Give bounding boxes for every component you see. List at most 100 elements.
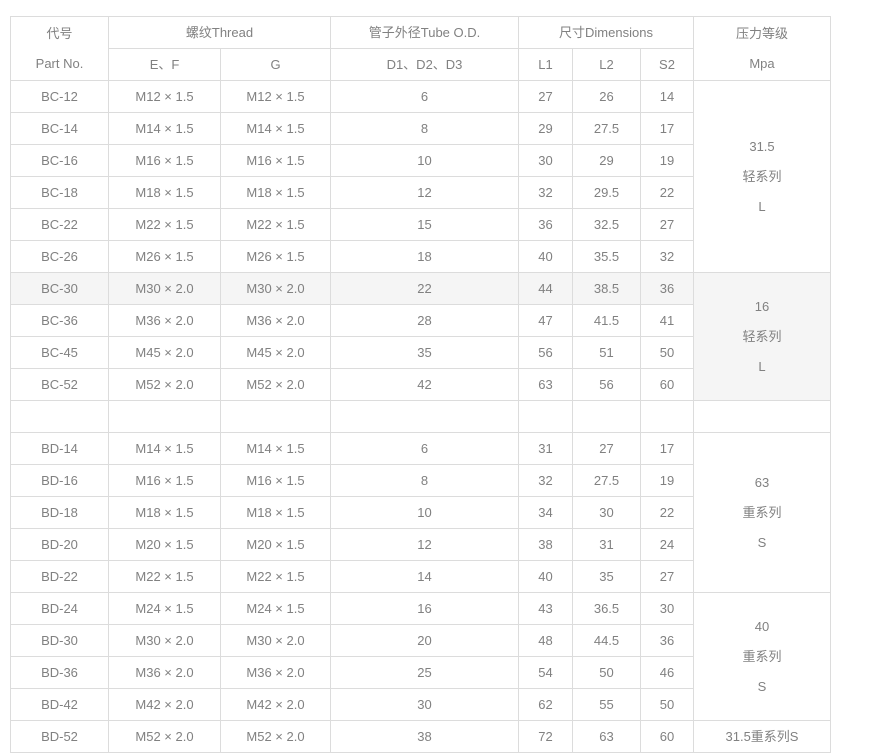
cell-part: BD-24: [10, 592, 109, 625]
header-pressure-unit: Mpa: [749, 55, 775, 71]
cell-l1: 40: [518, 240, 573, 273]
cell-g: M22 × 1.5: [220, 560, 331, 593]
cell-s2: 27: [640, 208, 694, 241]
cell-s2: 19: [640, 144, 694, 177]
cell-l1: 30: [518, 144, 573, 177]
cell-s2: 32: [640, 240, 694, 273]
cell-d: [330, 400, 519, 433]
cell-l2: 27.5: [572, 464, 641, 497]
cell-l1: 40: [518, 560, 573, 593]
pressure-rating-cell: 31.5 轻系列 L: [693, 80, 831, 273]
cell-s2: 46: [640, 656, 694, 689]
cell-d: 15: [330, 208, 519, 241]
cell-ef: M16 × 1.5: [108, 464, 221, 497]
cell-l1: [518, 400, 573, 433]
table-row: BD-14 M14 × 1.5 M14 × 1.5 6 31 27 17 63 重系列 S: [10, 432, 831, 593]
column-header-pressure: 压力等级 Mpa: [693, 16, 831, 81]
cell-g: M18 × 1.5: [220, 176, 331, 209]
column-header-thread: 螺纹Thread: [108, 16, 331, 49]
cell-ef: M14 × 1.5: [108, 112, 221, 145]
cell-ef: M16 × 1.5: [108, 144, 221, 177]
empty-row: [10, 400, 831, 433]
cell-g: M22 × 1.5: [220, 208, 331, 241]
cell-ef: M12 × 1.5: [108, 80, 221, 113]
cell-ef: M36 × 2.0: [108, 656, 221, 689]
cell-l2: 51: [572, 336, 641, 369]
cell-ef: M45 × 2.0: [108, 336, 221, 369]
cell-l2: 50: [572, 656, 641, 689]
cell-l2: 27: [572, 432, 641, 465]
cell-d: 6: [330, 432, 519, 465]
cell-d: 16: [330, 592, 519, 625]
table-row: BC-30 M30 × 2.0 M30 × 2.0 22 44 38.5 36 16 轻系列 L: [10, 272, 831, 401]
cell-ef: [108, 400, 221, 433]
cell-g: M14 × 1.5: [220, 432, 331, 465]
cell-s2: 22: [640, 496, 694, 529]
pressure-rating-line: 轻系列: [742, 168, 782, 184]
pressure-rating-line: L: [758, 198, 766, 214]
cell-l2: 29.5: [572, 176, 641, 209]
cell-g: M16 × 1.5: [220, 144, 331, 177]
column-header-l1: L1: [518, 48, 573, 81]
cell-d: 12: [330, 528, 519, 561]
cell-s2: 60: [640, 368, 694, 401]
cell-s2: 17: [640, 432, 694, 465]
cell-s2: 19: [640, 464, 694, 497]
cell-l2: 55: [572, 688, 641, 721]
cell-s2: 50: [640, 688, 694, 721]
cell-l1: 27: [518, 80, 573, 113]
cell-l2: 26: [572, 80, 641, 113]
table-row: BD-18 M18 × 1.5 M18 × 1.5 10 34 30 22: [10, 496, 831, 529]
cell-ef: M18 × 1.5: [108, 176, 221, 209]
cell-l1: 48: [518, 624, 573, 657]
cell-l1: 72: [518, 720, 573, 753]
cell-d: 8: [330, 112, 519, 145]
cell-s2: 36: [640, 272, 694, 305]
cell-l1: 63: [518, 368, 573, 401]
pressure-rating-line: 31.5重系列S: [725, 728, 799, 744]
pressure-rating-cell: 31.5重系列S: [693, 720, 831, 753]
cell-g: M52 × 2.0: [220, 720, 331, 753]
cell-g: [220, 400, 331, 433]
cell-l1: 31: [518, 432, 573, 465]
table-row: BC-16 M16 × 1.5 M16 × 1.5 10 30 29 19: [10, 144, 831, 177]
spec-table-container: 代号 Part No. 螺纹Thread 管子外径Tube O.D. 尺寸Dim…: [10, 16, 831, 753]
cell-s2: 50: [640, 336, 694, 369]
cell-d: 20: [330, 624, 519, 657]
cell-d: 38: [330, 720, 519, 753]
cell-s2: 41: [640, 304, 694, 337]
cell-d: 6: [330, 80, 519, 113]
cell-s2: [640, 400, 694, 433]
cell-ef: M22 × 1.5: [108, 560, 221, 593]
column-header-tube-od: 管子外径Tube O.D.: [330, 16, 519, 49]
cell-g: M45 × 2.0: [220, 336, 331, 369]
table-row: BC-36 M36 × 2.0 M36 × 2.0 28 47 41.5 41: [10, 304, 831, 337]
cell-l2: 31: [572, 528, 641, 561]
cell-ef: M20 × 1.5: [108, 528, 221, 561]
pressure-rating-line: 63: [754, 474, 770, 490]
cell-part: BC-18: [10, 176, 109, 209]
cell-g: M36 × 2.0: [220, 656, 331, 689]
table-row: BD-24 M24 × 1.5 M24 × 1.5 16 43 36.5 30 40 重系列 S: [10, 592, 831, 721]
cell-part: BC-22: [10, 208, 109, 241]
pressure-rating-line: 16: [754, 298, 770, 314]
pressure-rating-cell: [693, 400, 831, 433]
cell-s2: 30: [640, 592, 694, 625]
cell-part: BD-30: [10, 624, 109, 657]
cell-part: BD-16: [10, 464, 109, 497]
cell-s2: 36: [640, 624, 694, 657]
cell-part: BC-14: [10, 112, 109, 145]
cell-part: BC-45: [10, 336, 109, 369]
cell-part: [10, 400, 109, 433]
column-header-g: G: [220, 48, 331, 81]
header-row-1: 代号 Part No. 螺纹Thread 管子外径Tube O.D. 尺寸Dim…: [10, 16, 831, 81]
cell-l1: 62: [518, 688, 573, 721]
cell-s2: 24: [640, 528, 694, 561]
table-row: BD-36 M36 × 2.0 M36 × 2.0 25 54 50 46: [10, 656, 831, 689]
table-row: BD-52 M52 × 2.0 M52 × 2.0 38 72 63 60 31.5重系列S: [10, 720, 831, 753]
pressure-rating-line: 重系列: [742, 648, 782, 664]
cell-l1: 43: [518, 592, 573, 625]
pressure-rating-cell: 16 轻系列 L: [693, 272, 831, 401]
cell-l1: 47: [518, 304, 573, 337]
cell-l2: 27.5: [572, 112, 641, 145]
